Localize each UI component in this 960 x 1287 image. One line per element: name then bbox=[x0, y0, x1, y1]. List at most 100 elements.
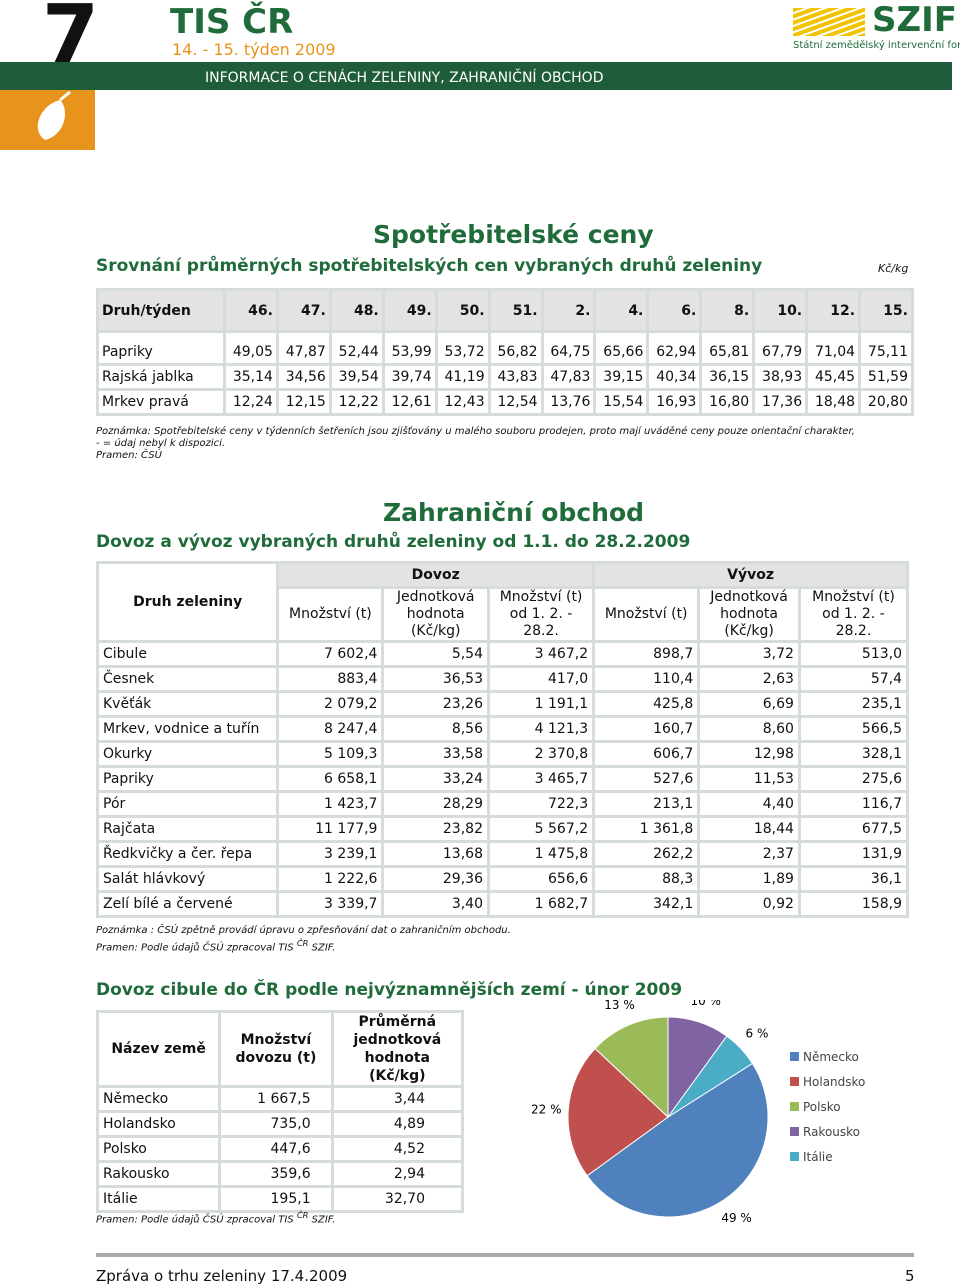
header-cell: Druh/týden bbox=[96, 288, 226, 333]
subheader-cell: Množství (t) od 1. 2. - 28.2. bbox=[797, 586, 910, 643]
cell: 28,29 bbox=[381, 790, 490, 818]
header-cell: 46. bbox=[223, 288, 279, 333]
note: SZIF. bbox=[311, 1214, 336, 1226]
row: Zelí bílé a červené 3 339,7 3,40 1 682,7 342… bbox=[95, 890, 910, 918]
row: Česnek 883,4 36,53 417,0 110,4 2,63 57,4 bbox=[95, 665, 910, 693]
cell: 1,89 bbox=[697, 865, 801, 893]
legend-label: Německo bbox=[803, 1050, 859, 1064]
note: Poznámka : ČSÚ zpětně provádí úpravu o z… bbox=[96, 925, 511, 936]
cell: 75,11 bbox=[858, 330, 914, 366]
cell: 447,6 bbox=[218, 1135, 334, 1163]
cell: 116,7 bbox=[797, 790, 910, 818]
note: - = údaj nebyl k dispozici. bbox=[96, 438, 226, 449]
cell: 62,94 bbox=[646, 330, 703, 366]
cell: 1 222,6 bbox=[276, 865, 385, 893]
cell: 2 370,8 bbox=[486, 740, 596, 768]
cell: 6,69 bbox=[697, 690, 801, 718]
cell: 1 191,1 bbox=[486, 690, 596, 718]
cell: 52,44 bbox=[328, 330, 385, 366]
trade-notes: Poznámka : ČSÚ zpětně provádí úpravu o z… bbox=[96, 925, 511, 954]
cell: 425,8 bbox=[592, 690, 701, 718]
cell: 2,94 bbox=[330, 1160, 465, 1188]
header-cell: 12. bbox=[805, 288, 862, 333]
cell: 56,82 bbox=[487, 330, 544, 366]
subheader-cell: Množství (t) bbox=[592, 586, 701, 643]
slice-label: 13 % bbox=[604, 1000, 635, 1012]
cell: 213,1 bbox=[592, 790, 701, 818]
header-cell: 6. bbox=[646, 288, 703, 333]
cell: 45,45 bbox=[805, 363, 862, 391]
cell: 3 467,2 bbox=[486, 640, 596, 668]
row: Rajčata 11 177,9 23,82 5 567,2 1 361,8 18,44 6… bbox=[95, 815, 910, 843]
header-cell: 10. bbox=[752, 288, 809, 333]
cell: 16,93 bbox=[646, 388, 703, 416]
cell: 33,58 bbox=[381, 740, 490, 768]
cell: 33,24 bbox=[381, 765, 490, 793]
row: Okurky 5 109,3 33,58 2 370,8 606,7 12,98 328,1 bbox=[95, 740, 910, 768]
cell: 566,5 bbox=[797, 715, 910, 743]
cell: 13,68 bbox=[381, 840, 490, 868]
legend-label: Rakousko bbox=[803, 1125, 860, 1139]
cell: 5 109,3 bbox=[276, 740, 385, 768]
subheader-cell: Jednotková hodnota (Kč/kg) bbox=[381, 586, 490, 643]
cell: 359,6 bbox=[218, 1160, 334, 1188]
cell: 41,19 bbox=[434, 363, 491, 391]
row: Pór 1 423,7 28,29 722,3 213,1 4,40 116,7 bbox=[95, 790, 910, 818]
legend-swatch bbox=[790, 1052, 799, 1061]
cell: Polsko bbox=[95, 1135, 222, 1163]
cell: 513,0 bbox=[797, 640, 910, 668]
cell: 328,1 bbox=[797, 740, 910, 768]
cell: 12,15 bbox=[275, 388, 332, 416]
row: Německo 1 667,5 3,44 bbox=[95, 1085, 465, 1113]
row: Papriky 6 658,1 33,24 3 465,7 527,6 11,53 275,… bbox=[95, 765, 910, 793]
row: Kvěťák 2 079,2 23,26 1 191,1 425,8 6,69 235,1 bbox=[95, 690, 910, 718]
row: Rajská jablka 35,14 34,56 39,54 39,74 41,19 43… bbox=[96, 363, 914, 391]
cell: 17,36 bbox=[752, 388, 809, 416]
cell: 5 567,2 bbox=[486, 815, 596, 843]
cell: Holandsko bbox=[95, 1110, 222, 1138]
pie-slice bbox=[667, 1035, 754, 1118]
header-cell: 15. bbox=[858, 288, 914, 333]
header-row: Název země Množství dovozu (t) Průměrná je… bbox=[95, 1010, 465, 1088]
cell: 3 465,7 bbox=[486, 765, 596, 793]
cell: 16,80 bbox=[699, 388, 756, 416]
cell: 417,0 bbox=[486, 665, 596, 693]
cell: 47,83 bbox=[540, 363, 597, 391]
cell: 12,54 bbox=[487, 388, 544, 416]
cell: 36,53 bbox=[381, 665, 490, 693]
cell: 3,72 bbox=[697, 640, 801, 668]
cell: Okurky bbox=[95, 740, 280, 768]
row: Papriky 49,05 47,87 52,44 53,99 53,72 56,82 64,… bbox=[96, 330, 914, 366]
header-subtitle: INFORMACE O CENÁCH ZELENINY, ZAHRANIČNÍ … bbox=[205, 70, 604, 86]
legend-swatch bbox=[790, 1102, 799, 1111]
row: Mrkev pravá 12,24 12,15 12,22 12,61 12,43 12,5… bbox=[96, 388, 914, 416]
section-subtitle: Srovnání průměrných spotřebitelských cen… bbox=[96, 256, 763, 276]
cell: Zelí bílé a červené bbox=[95, 890, 280, 918]
cell: 656,6 bbox=[486, 865, 596, 893]
cell: 7 602,4 bbox=[276, 640, 385, 668]
row: Mrkev, vodnice a tuřín 8 247,4 8,56 4 121,3… bbox=[95, 715, 910, 743]
cell: 4,52 bbox=[330, 1135, 465, 1163]
cell: 18,44 bbox=[697, 815, 801, 843]
legend-label: Polsko bbox=[803, 1100, 841, 1114]
cell: 39,54 bbox=[328, 363, 385, 391]
cell: Mrkev, vodnice a tuřín bbox=[95, 715, 280, 743]
cell: 11,53 bbox=[697, 765, 801, 793]
page-number: 5 bbox=[905, 1267, 915, 1285]
cell: 342,1 bbox=[592, 890, 701, 918]
cell: 1 475,8 bbox=[486, 840, 596, 868]
cell: Salát hlávkový bbox=[95, 865, 280, 893]
cell: 20,80 bbox=[858, 388, 914, 416]
szif-sub: Státní zemědělský intervenční fond bbox=[793, 40, 960, 51]
cell: Pór bbox=[95, 790, 280, 818]
cell: 39,15 bbox=[593, 363, 650, 391]
cell: Rajčata bbox=[95, 815, 280, 843]
header-row: Druh zeleniny Dovoz Vývoz bbox=[95, 561, 909, 643]
cell: 883,4 bbox=[276, 665, 385, 693]
cell: 49,05 bbox=[223, 330, 279, 366]
subheader-cell: Množství (t) od 1. 2. - 28.2. bbox=[486, 586, 596, 643]
cell: 18,48 bbox=[805, 388, 862, 416]
cell: 2 079,2 bbox=[276, 690, 385, 718]
cell: 12,43 bbox=[434, 388, 491, 416]
cell: 110,4 bbox=[592, 665, 701, 693]
